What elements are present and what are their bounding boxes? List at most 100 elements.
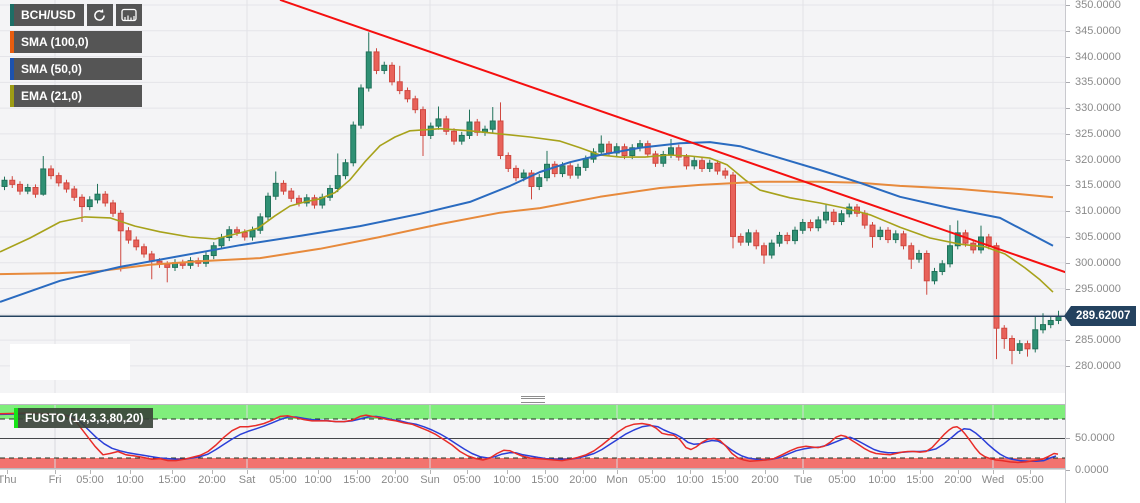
candle-body [799, 222, 806, 231]
candle-body [86, 199, 93, 208]
time-label: Sun [420, 474, 440, 486]
axis-label: 50.0000 [1075, 431, 1115, 444]
candle-body [737, 235, 744, 243]
indicator-chip-sma100[interactable]: SMA (100,0) [10, 31, 142, 53]
candle-body [513, 167, 519, 179]
price-axis: 289.62007 350.0000 345.0000 340.0000 335.00… [1063, 0, 1140, 503]
time-tick [7, 470, 8, 474]
stochastic-fast-line [0, 412, 1059, 464]
candlestick-chart [0, 0, 1065, 393]
candle-body [559, 165, 566, 175]
candle-body [71, 188, 78, 198]
candle-body [24, 186, 31, 192]
candle-body [1, 179, 8, 187]
time-tick [283, 470, 284, 474]
candle-body [745, 232, 752, 243]
axis-label: 285.0000 [1075, 334, 1121, 347]
indicator-chip-fusto[interactable]: FUSTO (14,3,3,80,20) [14, 408, 153, 428]
candle-body [722, 170, 729, 176]
candle-body [288, 190, 295, 199]
time-label: 20:00 [569, 474, 597, 486]
time-label: 05:00 [1016, 474, 1044, 486]
axis-label: 320.0000 [1075, 153, 1121, 166]
stochastic-panel[interactable]: FUSTO (14,3,3,80,20) [0, 404, 1065, 469]
candle-body [861, 212, 868, 226]
candle-body [598, 143, 605, 153]
main-chart-plot[interactable]: BCH/USD SMA (100,0) SMA (50,0) EMA (21,0… [0, 0, 1065, 393]
panel-separator [0, 393, 1065, 404]
time-tick [842, 470, 843, 474]
candle-body [358, 87, 364, 126]
time-tick [212, 470, 213, 474]
time-label: 10:00 [868, 474, 896, 486]
candle-body [280, 182, 287, 192]
axis-tick [1066, 56, 1070, 58]
candle-body [443, 118, 450, 132]
candle-body [451, 130, 457, 142]
candle-body [575, 166, 581, 176]
time-label: 10:00 [493, 474, 521, 486]
time-label: 05:00 [76, 474, 104, 486]
stochastic-slow-line [0, 413, 1057, 463]
axis-tick [1066, 133, 1070, 135]
candle-body [877, 229, 884, 237]
candle-body [691, 160, 698, 167]
trendline [279, 0, 1065, 274]
refresh-button[interactable] [86, 4, 113, 26]
time-label: 15:00 [906, 474, 934, 486]
candle-body [365, 51, 372, 89]
indicator-chip-sma50[interactable]: SMA (50,0) [10, 58, 142, 80]
candle-body [234, 229, 240, 233]
time-tick [395, 470, 396, 474]
candle-body [32, 186, 39, 195]
candle-body [1016, 343, 1023, 351]
time-label: Fri [48, 474, 62, 486]
time-label: 05:00 [638, 474, 666, 486]
candle-body [373, 51, 380, 71]
candle-body [536, 177, 543, 187]
candle-body [1001, 327, 1008, 340]
candle-body [761, 245, 767, 256]
candle-body [141, 246, 147, 255]
candle-body [807, 222, 814, 229]
watermark-box [10, 344, 130, 380]
candle-body [420, 109, 426, 136]
time-tick [690, 470, 691, 474]
panel-resize-grip[interactable] [521, 396, 545, 403]
indicator-chip-ema21[interactable]: EMA (21,0) [10, 85, 142, 107]
time-label: Thu [0, 474, 17, 486]
candle-body [714, 162, 721, 172]
candle-body [435, 118, 442, 127]
candle-body [350, 124, 357, 164]
axis-tick [1066, 437, 1070, 439]
candle-body [683, 156, 690, 167]
candle-body [1009, 338, 1015, 351]
sma100-line [0, 180, 1054, 276]
candle-body [528, 172, 535, 187]
time-label: 15:00 [711, 474, 739, 486]
axis-tick [1066, 211, 1070, 213]
candle-body [334, 175, 341, 190]
axis-tick [1066, 340, 1070, 342]
time-label: 05:00 [453, 474, 481, 486]
candle-body [249, 229, 256, 238]
candle-body [916, 252, 922, 260]
candle-body [110, 202, 116, 214]
candle-body [582, 158, 589, 168]
axis-label: 300.0000 [1075, 256, 1121, 269]
candle-body [660, 153, 667, 164]
candle-body [1047, 319, 1054, 326]
candle-body [458, 134, 465, 142]
candle-body [706, 162, 713, 169]
candle-body [606, 143, 612, 154]
time-label: Sat [238, 474, 256, 486]
candle-body [427, 125, 434, 136]
axis-label: 0.0000 [1075, 464, 1109, 476]
time-tick [617, 470, 618, 474]
time-label: 20:00 [198, 474, 226, 486]
axis-tick [1066, 236, 1070, 238]
axis-tick [1066, 262, 1070, 264]
chart-settings-button[interactable] [115, 4, 142, 26]
candle-body [815, 219, 822, 229]
candle-body [466, 121, 473, 136]
